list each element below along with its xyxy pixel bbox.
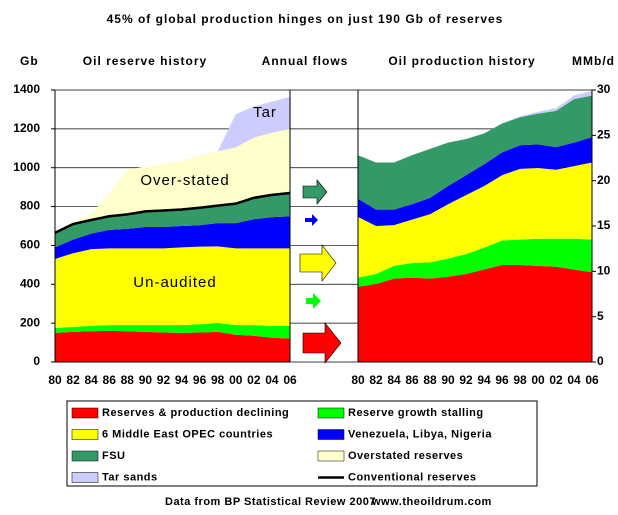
x-tick-label: 98 (513, 373, 527, 387)
area-segment (55, 246, 290, 328)
legend-box (66, 400, 538, 487)
legend-label: Reserves & production declining (102, 407, 289, 419)
x-tick-label: 02 (549, 373, 563, 387)
area-segment (55, 96, 290, 233)
x-tick-label: 90 (139, 373, 153, 387)
panel-title: Oil reserve history (83, 54, 207, 68)
y-tick-label: 1200 (13, 121, 40, 135)
legend-label: Tar sands (102, 471, 158, 483)
x-tick-label: 96 (193, 373, 207, 387)
y-tick-label: 20 (597, 173, 611, 187)
x-tick-label: 90 (441, 373, 455, 387)
x-tick-label: 04 (265, 373, 279, 387)
annotation: Tar (253, 104, 277, 121)
arrow (306, 293, 321, 309)
legend-swatch (317, 429, 345, 440)
x-tick-label: 02 (247, 373, 261, 387)
y-tick-label: 1400 (13, 82, 40, 96)
x-tick-label: 80 (351, 373, 365, 387)
footer-site: www.theoildrum.com (371, 496, 492, 508)
x-tick-label: 80 (48, 373, 62, 387)
legend-swatch (71, 450, 99, 462)
flow-arrows (299, 179, 342, 364)
area-segment (55, 128, 290, 233)
area-segment (55, 330, 290, 362)
area-segment (358, 95, 592, 210)
footer-source: Data from BP Statistical Review 2007 (165, 496, 376, 508)
x-tick-label: 96 (495, 373, 509, 387)
x-tick-label: 88 (121, 373, 135, 387)
y-tick-label: 600 (20, 238, 40, 252)
legend-swatch (317, 450, 345, 462)
x-tick-label: 86 (405, 373, 419, 387)
x-tick-label: 00 (229, 373, 243, 387)
y-axis-label: Gb (20, 54, 39, 68)
area-segment (55, 216, 290, 260)
area-segment (358, 162, 592, 278)
y-tick-label: 800 (20, 199, 40, 213)
y-tick-label: 30 (597, 82, 611, 96)
x-tick-label: 88 (423, 373, 437, 387)
y-tick-label: 0 (33, 354, 40, 368)
x-tick-label: 98 (211, 373, 225, 387)
legend-label: 6 Middle East OPEC countries (102, 428, 273, 440)
conventional-line (54, 191, 291, 234)
arrow (302, 322, 342, 364)
x-tick-label: 82 (369, 373, 383, 387)
x-tick-label: 04 (567, 373, 581, 387)
y-tick-label: 5 (597, 309, 604, 323)
x-tick-label: 82 (66, 373, 80, 387)
area-segment (358, 264, 592, 362)
y-tick-label: 200 (20, 315, 40, 329)
legend-swatch (317, 407, 345, 419)
panel-title: Oil production history (388, 54, 535, 68)
y-tick-label: 25 (597, 128, 611, 142)
x-tick-label: 84 (84, 373, 98, 387)
legend-label: FSU (102, 450, 126, 462)
chart-title: 45% of global production hinges on just … (107, 12, 504, 26)
legend-swatch (71, 407, 99, 419)
y-tick-label: 400 (20, 276, 40, 290)
y-tick-label: 10 (597, 264, 611, 278)
x-tick-label: 06 (283, 373, 297, 387)
x-tick-label: 84 (387, 373, 401, 387)
legend-swatch (71, 472, 99, 483)
x-tick-label: 06 (585, 373, 599, 387)
annotation: Over-stated (140, 172, 229, 189)
area-segment (358, 238, 592, 287)
arrow (299, 244, 337, 282)
x-tick-label: 86 (103, 373, 117, 387)
area-segment (55, 323, 290, 339)
legend-swatch (71, 429, 99, 440)
x-tick-label: 94 (477, 373, 491, 387)
panel-title: Annual flows (262, 54, 349, 68)
y-tick-label: 0 (597, 354, 604, 368)
x-tick-label: 00 (531, 373, 545, 387)
x-tick-label: 92 (157, 373, 171, 387)
legend-label: Conventional reserves (348, 471, 477, 483)
area-segment (358, 137, 592, 226)
x-tick-label: 94 (175, 373, 189, 387)
annotation: Un-audited (133, 274, 216, 291)
arrow (305, 214, 318, 226)
legend-label: Reserve growth stalling (348, 407, 484, 419)
area-segment (55, 192, 290, 248)
arrow (302, 179, 328, 205)
y-tick-label: 15 (597, 218, 611, 232)
y2-axis-label: MMb/d (572, 54, 615, 68)
x-tick-label: 92 (459, 373, 473, 387)
legend-label: Venezuela, Libya, Nigeria (348, 428, 492, 440)
y-tick-label: 1000 (13, 160, 40, 174)
legend-label: Overstated reserves (348, 450, 463, 462)
